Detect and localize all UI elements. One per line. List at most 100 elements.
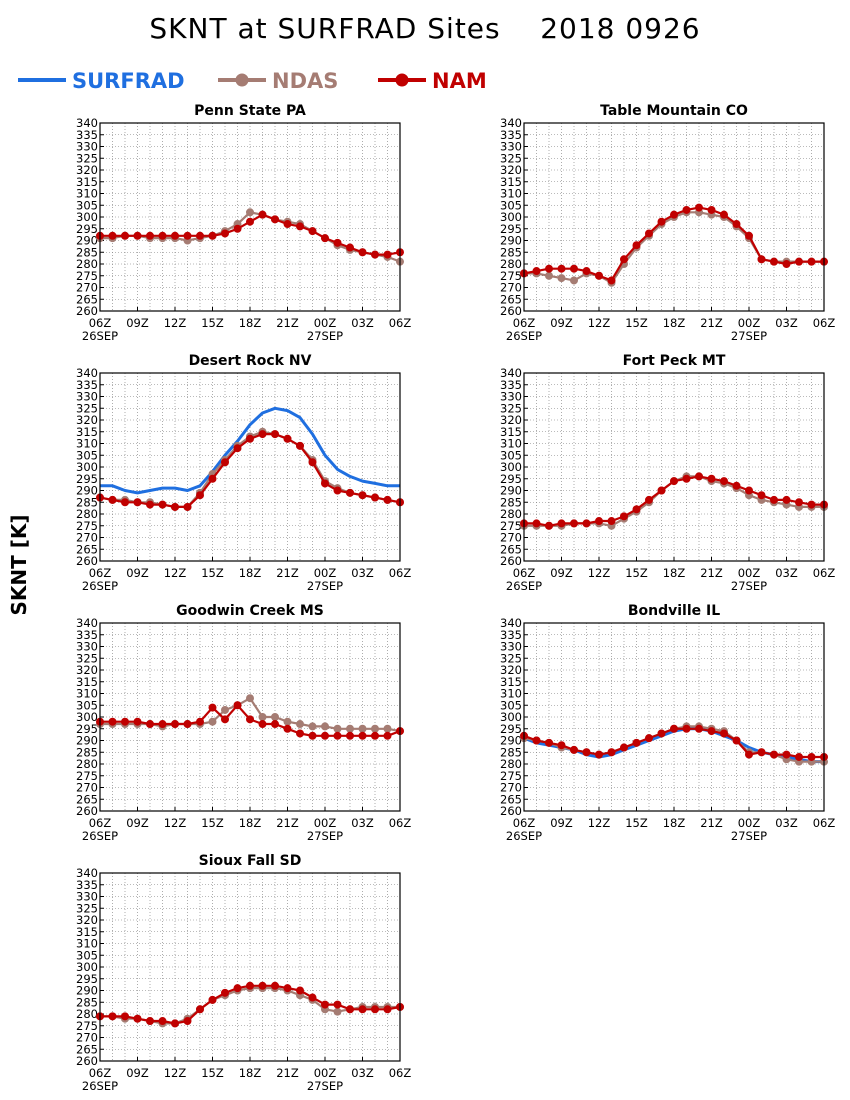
y-tick-label: 295 (500, 472, 522, 486)
data-point (270, 981, 279, 990)
series-ndas (520, 208, 829, 287)
x-tick-label: 12Z (588, 816, 611, 830)
data-point (795, 498, 804, 507)
data-point (108, 1012, 117, 1021)
data-point (745, 750, 754, 759)
y-tick-label: 310 (76, 187, 98, 201)
legend-marker (395, 73, 409, 87)
data-point (283, 220, 292, 229)
data-point (96, 493, 105, 502)
data-point (532, 736, 541, 745)
y-tick-label: 310 (500, 687, 522, 701)
plot-frame (99, 622, 401, 812)
data-point (532, 267, 541, 276)
data-point (745, 234, 754, 243)
data-point (795, 257, 804, 266)
data-point (370, 1005, 379, 1014)
series-line (100, 406, 400, 495)
y-tick-label: 330 (500, 390, 522, 404)
data-point (395, 1002, 404, 1011)
y-tick-label: 260 (76, 554, 98, 568)
series-line (100, 213, 401, 256)
data-point (370, 493, 379, 502)
data-point (283, 434, 292, 443)
y-tick-label: 280 (76, 1007, 98, 1021)
data-point (96, 1012, 105, 1021)
data-point (245, 434, 254, 443)
data-point (170, 1019, 179, 1028)
data-point (258, 430, 267, 439)
x-tick-label: 15Z (201, 1066, 224, 1080)
y-tick-label: 270 (76, 1031, 98, 1045)
data-point (607, 748, 616, 757)
data-point (121, 720, 130, 729)
panel-fort-peck-mt: Fort Peck MT2602652702752802852902953003… (500, 353, 835, 593)
series-line (99, 433, 401, 508)
x-date-label: 26SEP (82, 829, 118, 843)
y-tick-label: 265 (76, 1042, 98, 1056)
data-point (108, 234, 117, 243)
y-tick-label: 320 (76, 413, 98, 427)
plot-frame (99, 122, 401, 312)
data-point (108, 720, 117, 729)
y-axis-label: SKNT [K] (4, 514, 34, 615)
y-tick-label: 310 (500, 187, 522, 201)
data-point (170, 502, 179, 511)
y-tick-label: 325 (500, 401, 522, 415)
data-point (720, 479, 729, 488)
data-point (295, 729, 304, 738)
data-point (707, 477, 716, 486)
data-point (720, 477, 729, 486)
y-tick-label: 325 (76, 651, 98, 665)
data-point (270, 720, 279, 729)
x-tick-label: 06Z (389, 1066, 412, 1080)
data-point (745, 486, 754, 495)
data-point (770, 750, 779, 759)
data-point (782, 257, 791, 266)
y-tick-label: 260 (76, 304, 98, 318)
data-point (345, 1005, 354, 1014)
data-point (607, 521, 616, 530)
y-tick-label: 260 (76, 804, 98, 818)
data-point (657, 217, 666, 226)
x-tick-label: 12Z (164, 316, 187, 330)
data-point (133, 498, 142, 507)
panel-title: Bondville IL (628, 603, 720, 619)
data-point (208, 470, 217, 479)
data-point (520, 731, 529, 740)
y-tick-label: 305 (76, 448, 98, 462)
data-point (121, 498, 130, 507)
data-point (320, 479, 329, 488)
y-tick-label: 340 (76, 116, 98, 130)
y-tick-label: 320 (500, 663, 522, 677)
x-tick-label: 18Z (663, 816, 686, 830)
data-point (695, 203, 704, 212)
data-point (682, 722, 691, 731)
data-point (520, 521, 529, 530)
data-point (108, 231, 117, 240)
data-point (183, 1017, 192, 1026)
data-point (220, 229, 229, 238)
data-point (383, 1002, 392, 1011)
data-point (145, 231, 154, 240)
data-point (582, 519, 591, 528)
y-tick-label: 320 (76, 663, 98, 677)
y-tick-label: 260 (500, 554, 522, 568)
series-line (100, 211, 401, 263)
x-tick-label: 21Z (700, 566, 723, 580)
panel-desert-rock-nv: Desert Rock NV26026527027528028529029530… (76, 353, 411, 593)
data-point (345, 488, 354, 497)
data-point (670, 477, 679, 486)
data-point (320, 477, 329, 486)
y-tick-label: 305 (500, 448, 522, 462)
data-point (732, 736, 741, 745)
y-tick-label: 275 (76, 519, 98, 533)
data-point (370, 724, 379, 733)
y-tick-label: 335 (500, 128, 522, 142)
y-tick-label: 330 (500, 640, 522, 654)
data-point (682, 474, 691, 483)
data-point (770, 257, 779, 266)
x-date-label: 26SEP (506, 829, 542, 843)
data-point (383, 495, 392, 504)
data-point (532, 519, 541, 528)
